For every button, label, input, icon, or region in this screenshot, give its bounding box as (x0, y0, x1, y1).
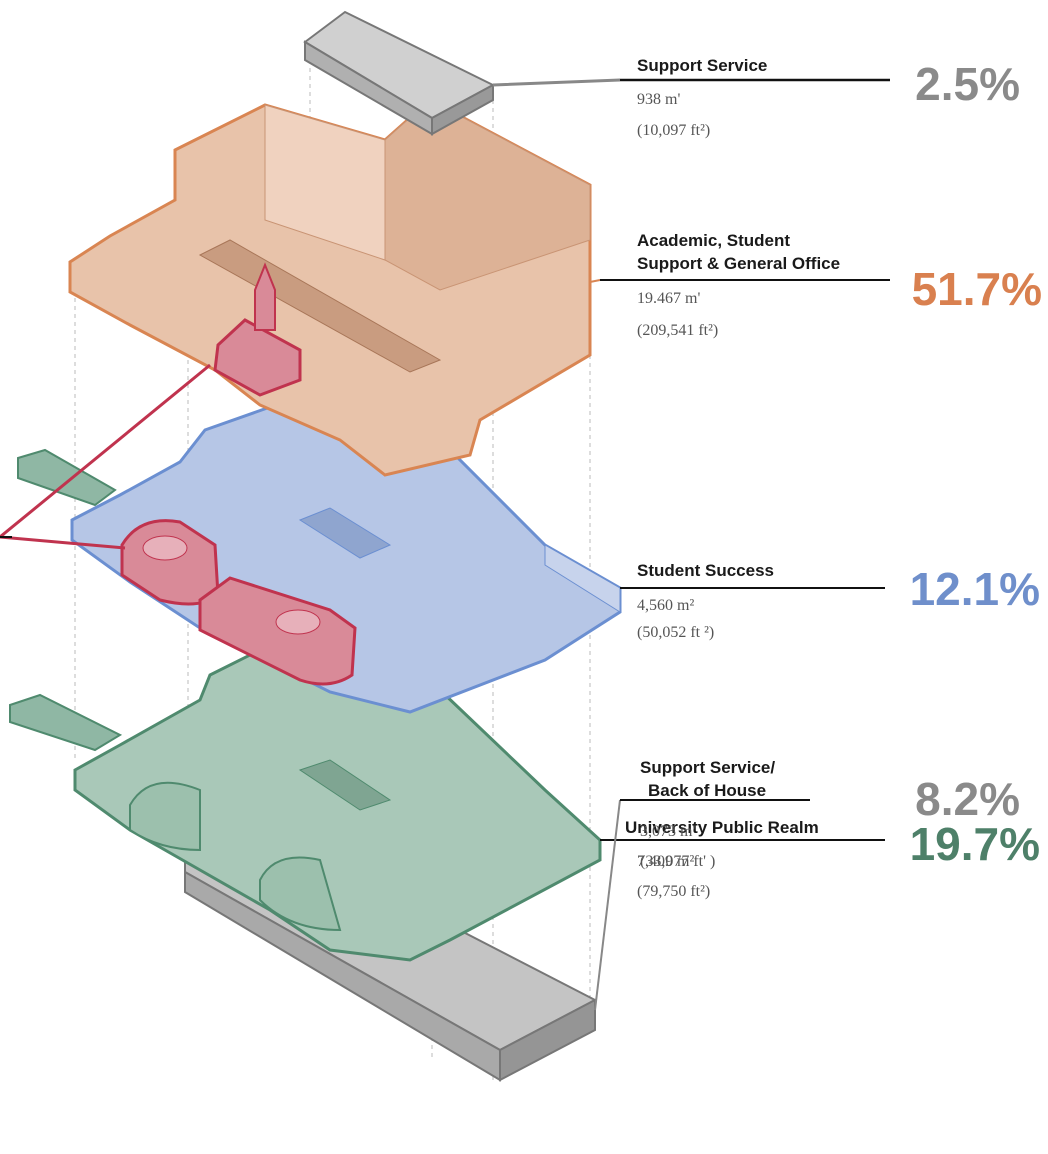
layer-name: Back of House (648, 781, 766, 800)
diagram: Support Service 938 m' (10,097 ft²) 2.5%… (0, 0, 1048, 1154)
public-realm-level (10, 650, 600, 960)
area-imperial: (50,052 ft ²) (637, 624, 714, 641)
academic-level (70, 100, 590, 475)
percent: 51.7% (912, 263, 1042, 315)
layer-name: Support Service/ (640, 758, 775, 777)
layer-name: Academic, Student (637, 231, 790, 250)
area-metric: 3,073 m' (640, 823, 695, 840)
support-service-slab (305, 12, 493, 134)
percent: 8.2% (915, 773, 1020, 825)
layer-name: Support & General Office (637, 254, 840, 273)
percent: 12.1% (910, 563, 1040, 615)
percent: 19.7% (910, 818, 1040, 870)
layer-name: Student Success (637, 561, 774, 580)
area-metric: 4,560 m² (637, 597, 694, 614)
area-metric: 19.467 m' (637, 290, 700, 307)
layer-name: Support Service (637, 56, 767, 75)
area-imperial: (209,541 ft²) (637, 322, 718, 339)
area-metric: 938 m' (637, 91, 680, 108)
area-imperial: (79,750 ft²) (637, 883, 710, 900)
area-imperial: (10,097 ft²) (637, 122, 710, 139)
labels: Support Service 938 m' (10,097 ft²) 2.5%… (625, 56, 1042, 900)
area-imperial: (33,077 ft' ) (640, 853, 715, 870)
percent: 2.5% (915, 58, 1020, 110)
